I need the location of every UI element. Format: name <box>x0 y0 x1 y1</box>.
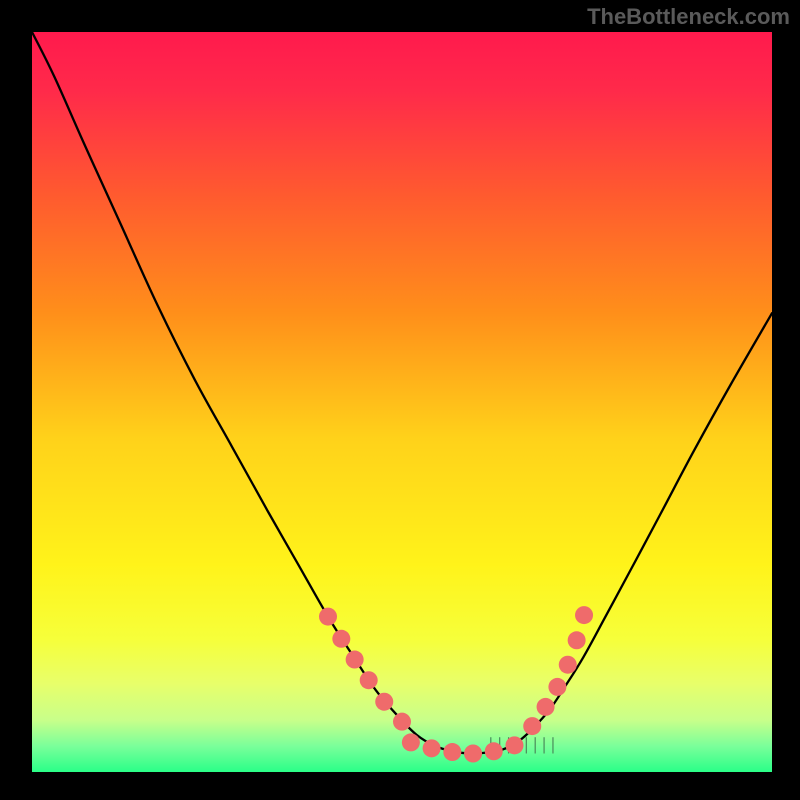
marker-left <box>346 651 364 669</box>
marker-left <box>393 713 411 731</box>
marker-right <box>575 606 593 624</box>
marker-right <box>537 698 555 716</box>
bottleneck-curve <box>32 32 772 754</box>
marker-right <box>523 717 541 735</box>
watermark-text: TheBottleneck.com <box>587 4 790 30</box>
chart-svg <box>32 32 772 772</box>
marker-left <box>332 630 350 648</box>
marker-left <box>375 693 393 711</box>
marker-right <box>548 678 566 696</box>
marker-bottom <box>443 743 461 761</box>
marker-bottom <box>464 745 482 763</box>
marker-right <box>568 631 586 649</box>
plot-area <box>32 32 772 772</box>
chart-stage: TheBottleneck.com <box>0 0 800 800</box>
marker-bottom <box>423 739 441 757</box>
marker-left <box>360 671 378 689</box>
marker-bottom <box>485 742 503 760</box>
marker-bottom <box>505 736 523 754</box>
marker-bottom <box>402 733 420 751</box>
marker-left <box>319 608 337 626</box>
marker-right <box>559 656 577 674</box>
